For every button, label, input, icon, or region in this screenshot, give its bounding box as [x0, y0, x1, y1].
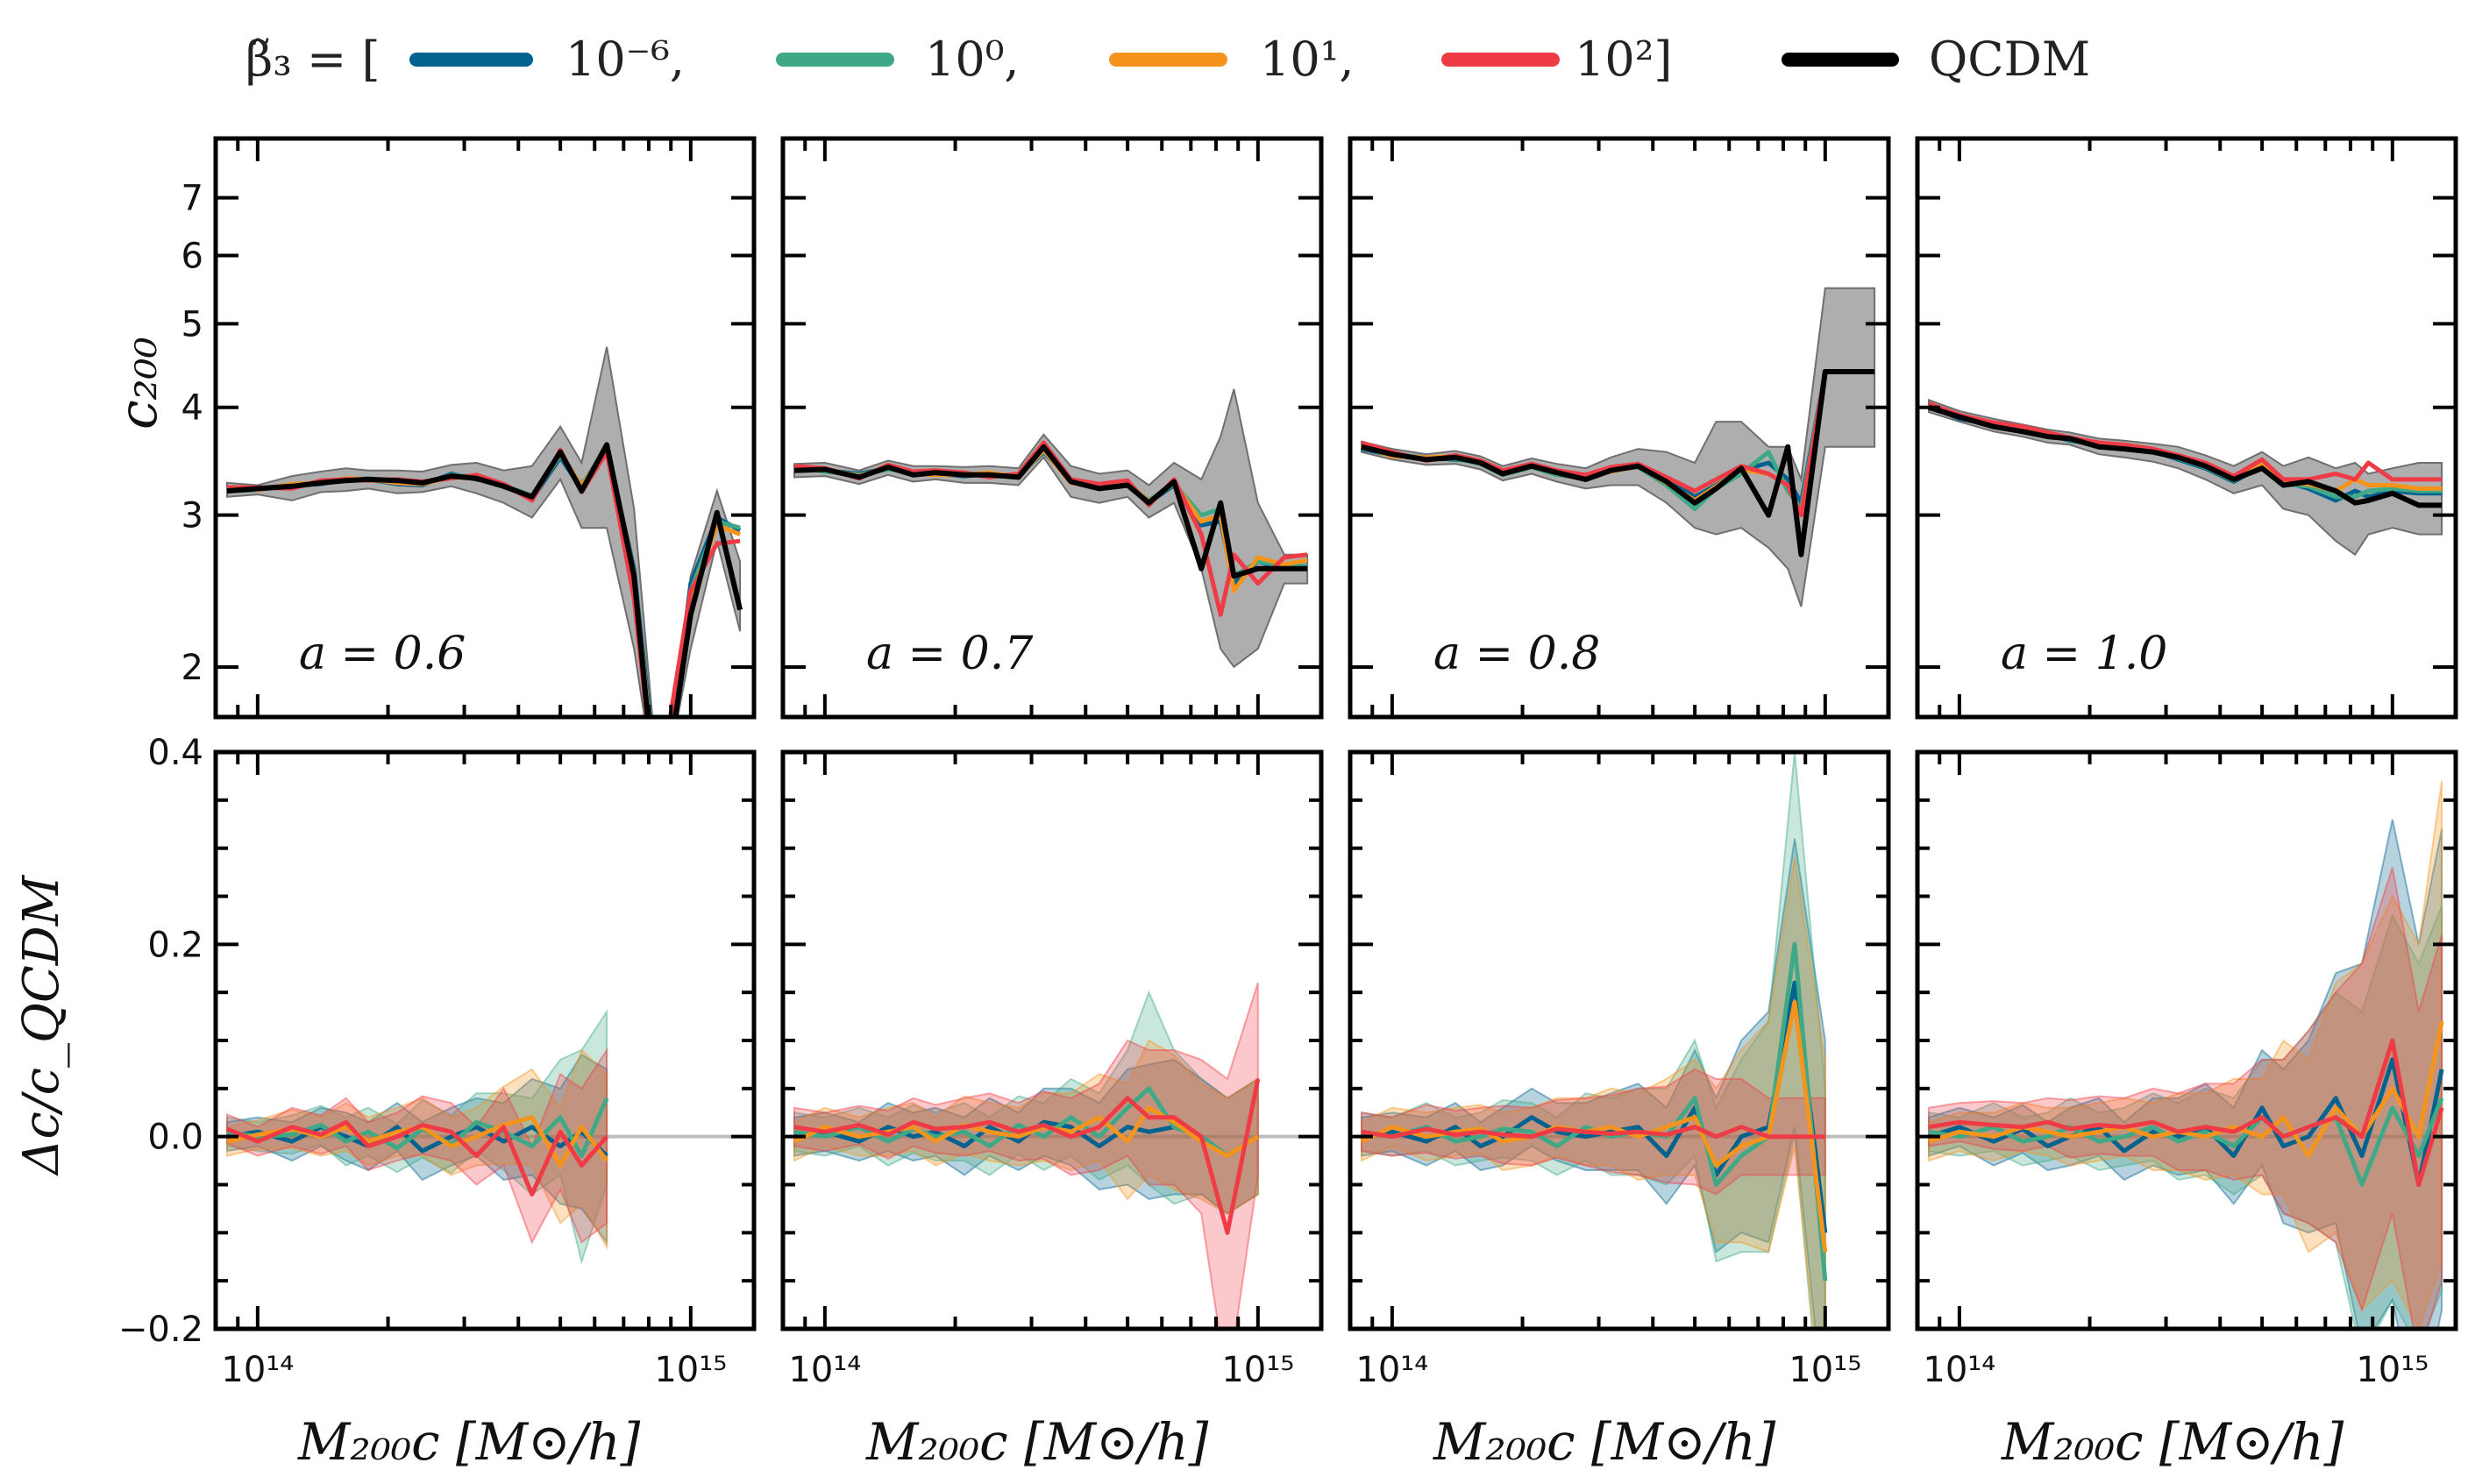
xlabel-3: M₂₀₀c [M⊙/h]	[1433, 1412, 1776, 1472]
legend-label-3: 10¹,	[1260, 32, 1355, 87]
series-line-10⁻⁶	[226, 1125, 608, 1158]
error-band-10²	[793, 982, 1259, 1329]
qcdm-band	[793, 388, 1309, 669]
series-line-10²	[1361, 1125, 1825, 1140]
x-tick-label: 10¹⁴	[1355, 1350, 1428, 1390]
series-line-10²	[227, 447, 741, 717]
y-tick-label: 5	[181, 304, 203, 344]
error-band-10⁰	[226, 1008, 608, 1265]
axes-frame	[1915, 136, 2458, 720]
x-tick-label: 10¹⁴	[221, 1350, 294, 1390]
plot-area	[1917, 780, 2456, 1329]
plot-area	[793, 388, 1309, 669]
axes-frame	[780, 136, 1324, 720]
y-tick-label: 0.0	[147, 1118, 203, 1158]
xlabel-2: M₂₀₀c [M⊙/h]	[865, 1412, 1209, 1472]
y-tick-label: 3	[181, 496, 203, 536]
error-band-10⁻⁶	[1361, 838, 1826, 1329]
y-tick-label: 7	[181, 179, 203, 219]
axes-frame	[213, 749, 757, 1331]
plot-area	[216, 1008, 754, 1265]
plot-area	[1350, 752, 1888, 1329]
series-line-10²	[226, 1119, 608, 1196]
y-tick-label: 2	[181, 648, 203, 688]
x-tick-label: 10¹⁴	[1923, 1350, 1995, 1390]
series-line-10²	[793, 1078, 1261, 1235]
plot-area	[1928, 398, 2443, 557]
series-line-10²	[1928, 1038, 2444, 1187]
x-tick-label: 10¹⁵	[2356, 1350, 2429, 1390]
panel-bottom-1: 10¹⁴ 10¹⁵ −0.2 0.0 0.2 0.4	[118, 733, 757, 1390]
y-tick-label: 0.2	[147, 925, 203, 965]
panel-top-4: a = 1.0	[1915, 136, 2458, 720]
error-band-10⁰	[1928, 905, 2443, 1329]
series-line-qcdm	[793, 444, 1308, 579]
error-band-10⁻⁶	[1928, 819, 2443, 1329]
y-tick-label: 6	[181, 236, 203, 276]
legend-prefix: β̃₃ = [	[245, 32, 381, 87]
qcdm-band	[226, 346, 742, 717]
series-line-10⁻⁶	[1928, 1057, 2444, 1187]
panel-bottom-4: 10¹⁴ 10¹⁵	[1915, 749, 2458, 1390]
error-band-10¹	[1928, 780, 2443, 1329]
x-tick-label: 10¹⁵	[1221, 1350, 1294, 1390]
panel-top-2: a = 0.7	[780, 136, 1324, 720]
error-band-10⁰	[1361, 752, 1826, 1329]
x-tick-label: 10¹⁵	[1789, 1350, 1861, 1390]
panel-top-3: a = 0.8	[1348, 136, 1891, 720]
legend-label-5: QCDM	[1929, 32, 2090, 87]
xlabel-1: M₂₀₀c [M⊙/h]	[297, 1412, 641, 1472]
series-line-qcdm	[1928, 404, 2443, 508]
series-line-10⁰	[1928, 1097, 2444, 1187]
error-band-10²	[1928, 867, 2443, 1329]
panel-annotation: a = 0.6	[299, 628, 466, 680]
panel-annotation: a = 1.0	[2001, 628, 2167, 680]
panel-annotation: a = 0.8	[1433, 628, 1600, 680]
plot-area	[783, 982, 1321, 1329]
x-tick-label: 10¹⁴	[788, 1350, 861, 1390]
top-ylabel: c₂₀₀	[108, 337, 169, 430]
error-band-10¹	[1361, 857, 1826, 1329]
y-tick-label: 0.4	[147, 733, 203, 773]
bottom-ylabel: Δc/c_QCDM	[13, 874, 70, 1176]
legend-label-2: 10⁰,	[925, 32, 1020, 87]
plot-area	[1361, 287, 1876, 607]
y-tick-label: 4	[181, 388, 203, 429]
panel-annotation: a = 0.7	[866, 628, 1034, 680]
series-line-qcdm	[226, 442, 743, 717]
axes-frame	[1348, 136, 1891, 720]
series-line-qcdm	[1361, 369, 1875, 557]
legend: β̃₃ = [ 10⁻⁶, 10⁰, 10¹, 10²] QCDM	[245, 32, 2090, 87]
axes-frame	[213, 136, 757, 720]
y-tick-label: −0.2	[118, 1310, 203, 1350]
panel-bottom-2: 10¹⁴ 10¹⁵	[780, 749, 1324, 1390]
qcdm-band	[1361, 287, 1876, 607]
error-band-10⁰	[793, 990, 1259, 1215]
x-tick-label: 10¹⁵	[654, 1350, 727, 1390]
xlabel-4: M₂₀₀c [M⊙/h]	[2001, 1412, 2344, 1472]
plot-area	[226, 346, 743, 717]
panel-top-1: a = 0.6 2 3 4 5 6 7	[181, 136, 757, 720]
series-line-10²	[1928, 401, 2443, 482]
legend-label-4: 10²]	[1575, 32, 1672, 87]
panel-bottom-3: 10¹⁴ 10¹⁵	[1348, 749, 1891, 1390]
legend-label-1: 10⁻⁶,	[565, 32, 685, 87]
